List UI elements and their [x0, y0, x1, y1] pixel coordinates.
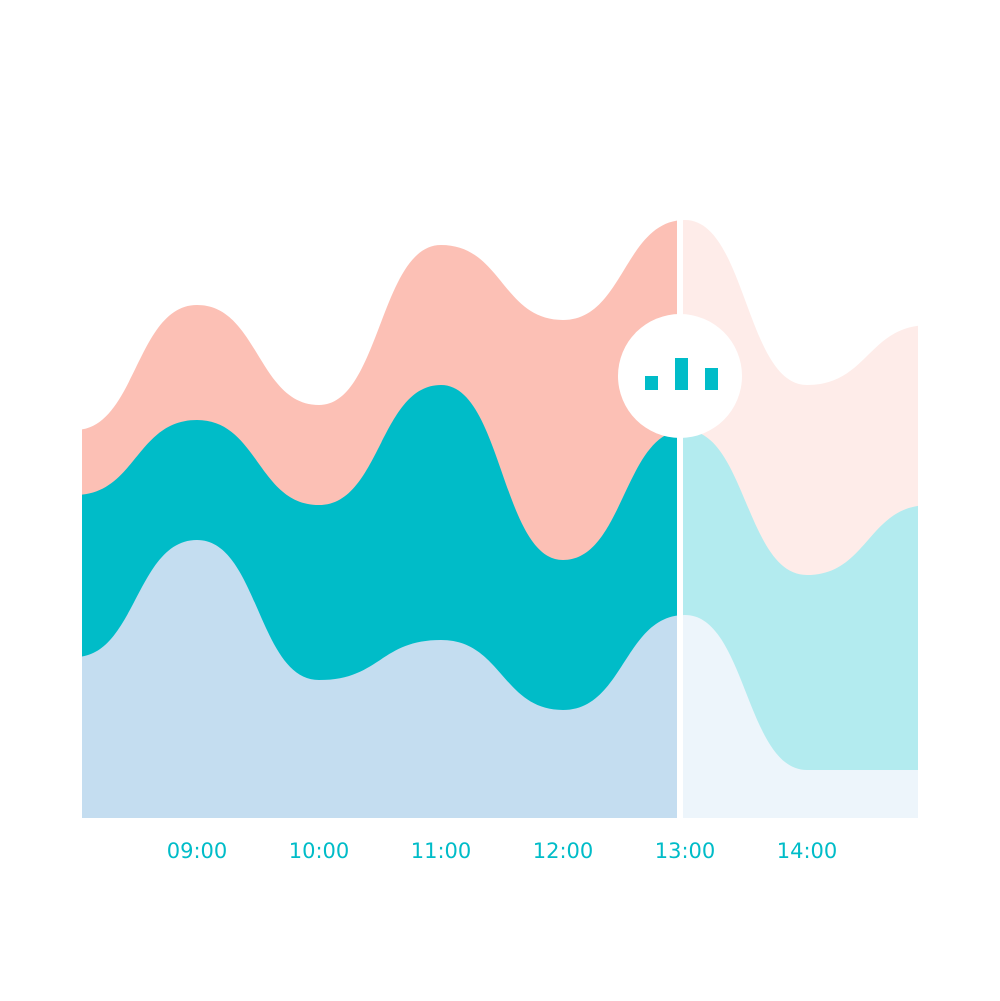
handle-icon — [705, 368, 718, 390]
handle-icon — [675, 358, 688, 390]
x-tick-label: 10:00 — [289, 839, 350, 863]
x-tick-label: 09:00 — [167, 839, 228, 863]
x-tick-label: 12:00 — [533, 839, 594, 863]
x-tick-label: 11:00 — [411, 839, 472, 863]
x-tick-label: 13:00 — [655, 839, 716, 863]
x-tick-label: 14:00 — [777, 839, 838, 863]
future-shade — [681, 150, 921, 820]
handle-icon — [645, 376, 658, 390]
